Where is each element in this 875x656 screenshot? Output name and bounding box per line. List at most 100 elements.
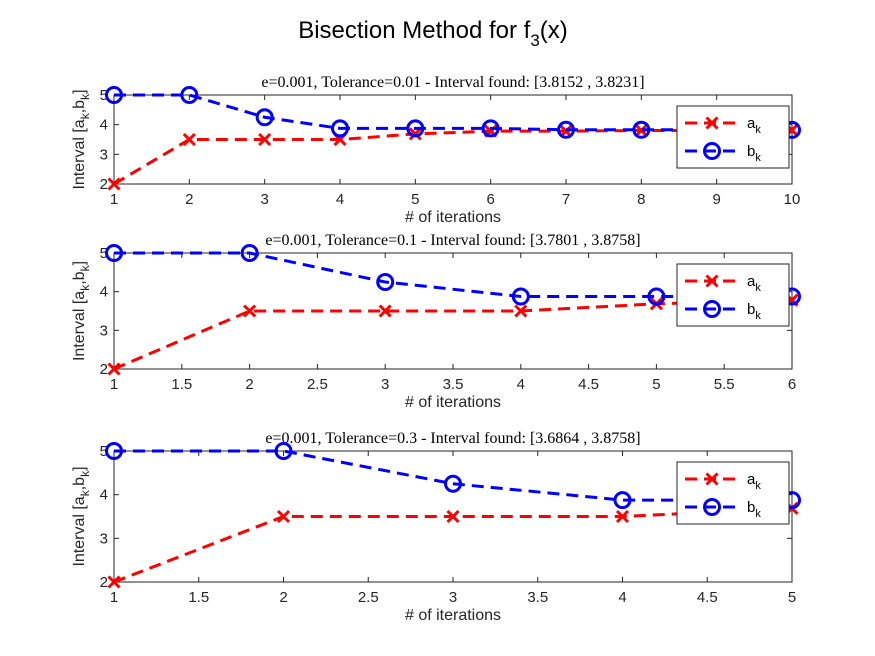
y-tick-label: 5 xyxy=(100,443,108,460)
series-bk xyxy=(105,86,801,139)
line-bk xyxy=(114,449,792,502)
subplot-3: 1 1.5 2 2.5 3 3.5 4 4.5 5 2 3 4 5 e=0.001, Tolerance=… xyxy=(71,430,801,624)
point-bk xyxy=(444,474,462,493)
legend-marker xyxy=(705,116,719,130)
x-tick-label: 4.5 xyxy=(578,376,599,393)
x-tick-label: 6 xyxy=(486,191,494,208)
x-tick-label: 5 xyxy=(411,191,419,208)
point-bk xyxy=(105,442,123,460)
point-bk xyxy=(105,244,123,262)
point-ak xyxy=(107,575,121,589)
y-axis-label: Interval [ak,bk] xyxy=(71,466,92,566)
point-bk xyxy=(406,119,425,138)
y-tick-label: 2 xyxy=(100,361,108,378)
legend: ak bk xyxy=(676,461,790,525)
y-tick-label: 4 xyxy=(100,284,108,301)
x-tick-label: 3 xyxy=(449,589,457,606)
x-axis-label: # of iterations xyxy=(405,607,501,624)
point-bk xyxy=(376,273,395,291)
point-bk xyxy=(105,86,123,104)
legend-marker xyxy=(703,498,721,516)
x-tick-label: 3.5 xyxy=(527,589,548,606)
y-tick-label: 2 xyxy=(100,574,108,591)
y-tick-label: 2 xyxy=(100,176,108,193)
x-tick-label: 3.5 xyxy=(443,376,464,393)
point-bk xyxy=(240,244,259,262)
x-tick-label: 1 xyxy=(110,191,118,208)
legend-label: ak xyxy=(747,273,761,294)
point-ak xyxy=(615,509,630,524)
point-bk xyxy=(511,287,530,306)
x-tick-label: 1.5 xyxy=(188,589,209,606)
legend: ak bk xyxy=(676,105,790,169)
x-axis-label: # of iterations xyxy=(405,209,501,226)
y-tick-label: 5 xyxy=(100,245,108,262)
point-bk xyxy=(255,108,274,127)
x-tick-label: 4 xyxy=(336,191,344,208)
legend-marker xyxy=(705,472,719,486)
x-axis-label: # of iterations xyxy=(405,394,501,411)
x-tick-label: 1 xyxy=(110,589,118,606)
legend-box xyxy=(676,105,790,169)
legend-marker xyxy=(703,142,721,160)
y-tick-label: 3 xyxy=(100,530,108,547)
legend-box xyxy=(676,461,790,525)
x-tick-label: 9 xyxy=(712,191,720,208)
subplot-title: e=0.001, Tolerance=0.01 - Interval found… xyxy=(261,74,644,91)
point-ak xyxy=(634,123,648,138)
y-tick-label: 5 xyxy=(100,87,108,104)
point-bk xyxy=(180,86,199,104)
x-tick-label: 5 xyxy=(788,589,796,606)
x-tick-label: 6 xyxy=(788,376,796,393)
point-ak xyxy=(514,304,528,318)
x-tick-label: 7 xyxy=(562,191,570,208)
y-tick-label: 3 xyxy=(100,146,108,163)
x-tick-label: 8 xyxy=(637,191,645,208)
x-tick-label: 4 xyxy=(618,589,626,606)
x-tick-label: 3 xyxy=(381,376,389,393)
point-ak xyxy=(107,362,121,376)
x-tick-label: 5.5 xyxy=(714,376,735,393)
line-bk xyxy=(114,93,793,132)
point-ak xyxy=(408,127,422,141)
point-ak xyxy=(182,132,196,147)
legend: ak bk xyxy=(676,263,790,327)
point-bk xyxy=(647,287,666,306)
y-tick-label: 3 xyxy=(100,322,108,339)
legend-box xyxy=(676,263,790,327)
point-bk xyxy=(613,491,632,510)
legend-label: bk xyxy=(747,499,761,520)
legend-marker xyxy=(703,300,721,318)
x-tick-label: 4 xyxy=(517,376,525,393)
point-ak xyxy=(243,304,257,318)
y-tick-label: 4 xyxy=(100,487,108,504)
point-ak xyxy=(378,304,392,318)
legend-marker xyxy=(705,274,719,288)
x-tick-label: 5 xyxy=(652,376,660,393)
x-tick-label: 10 xyxy=(784,191,801,208)
x-tick-label: 2.5 xyxy=(358,589,379,606)
subplot-2: 1 1.5 2 2.5 3 3.5 4 4.5 5 5.5 6 2 3 4 5 e=0.001, Tolera… xyxy=(71,232,801,411)
x-tick-label: 2 xyxy=(279,589,287,606)
line-bk xyxy=(114,251,792,298)
subplot-title: e=0.001, Tolerance=0.1 - Interval found:… xyxy=(265,232,640,249)
x-tick-label: 2 xyxy=(185,191,193,208)
point-bk xyxy=(331,119,349,138)
y-axis-label: Interval [ak,bk] xyxy=(71,261,92,361)
x-tick-label: 2.5 xyxy=(307,376,328,393)
point-bk xyxy=(274,442,293,460)
legend-label: bk xyxy=(747,143,761,164)
point-bk xyxy=(557,120,575,139)
legend-label: ak xyxy=(747,471,761,492)
legend-label: ak xyxy=(747,115,761,136)
point-bk xyxy=(632,120,651,139)
x-tick-label: 1 xyxy=(110,376,118,393)
y-axis-label: Interval [ak,bk] xyxy=(71,89,92,189)
x-tick-label: 3 xyxy=(260,191,268,208)
x-tick-label: 4.5 xyxy=(697,589,718,606)
point-ak xyxy=(107,177,121,191)
legend-label: bk xyxy=(747,301,761,322)
point-ak xyxy=(276,509,291,524)
x-tick-label: 1.5 xyxy=(171,376,192,393)
